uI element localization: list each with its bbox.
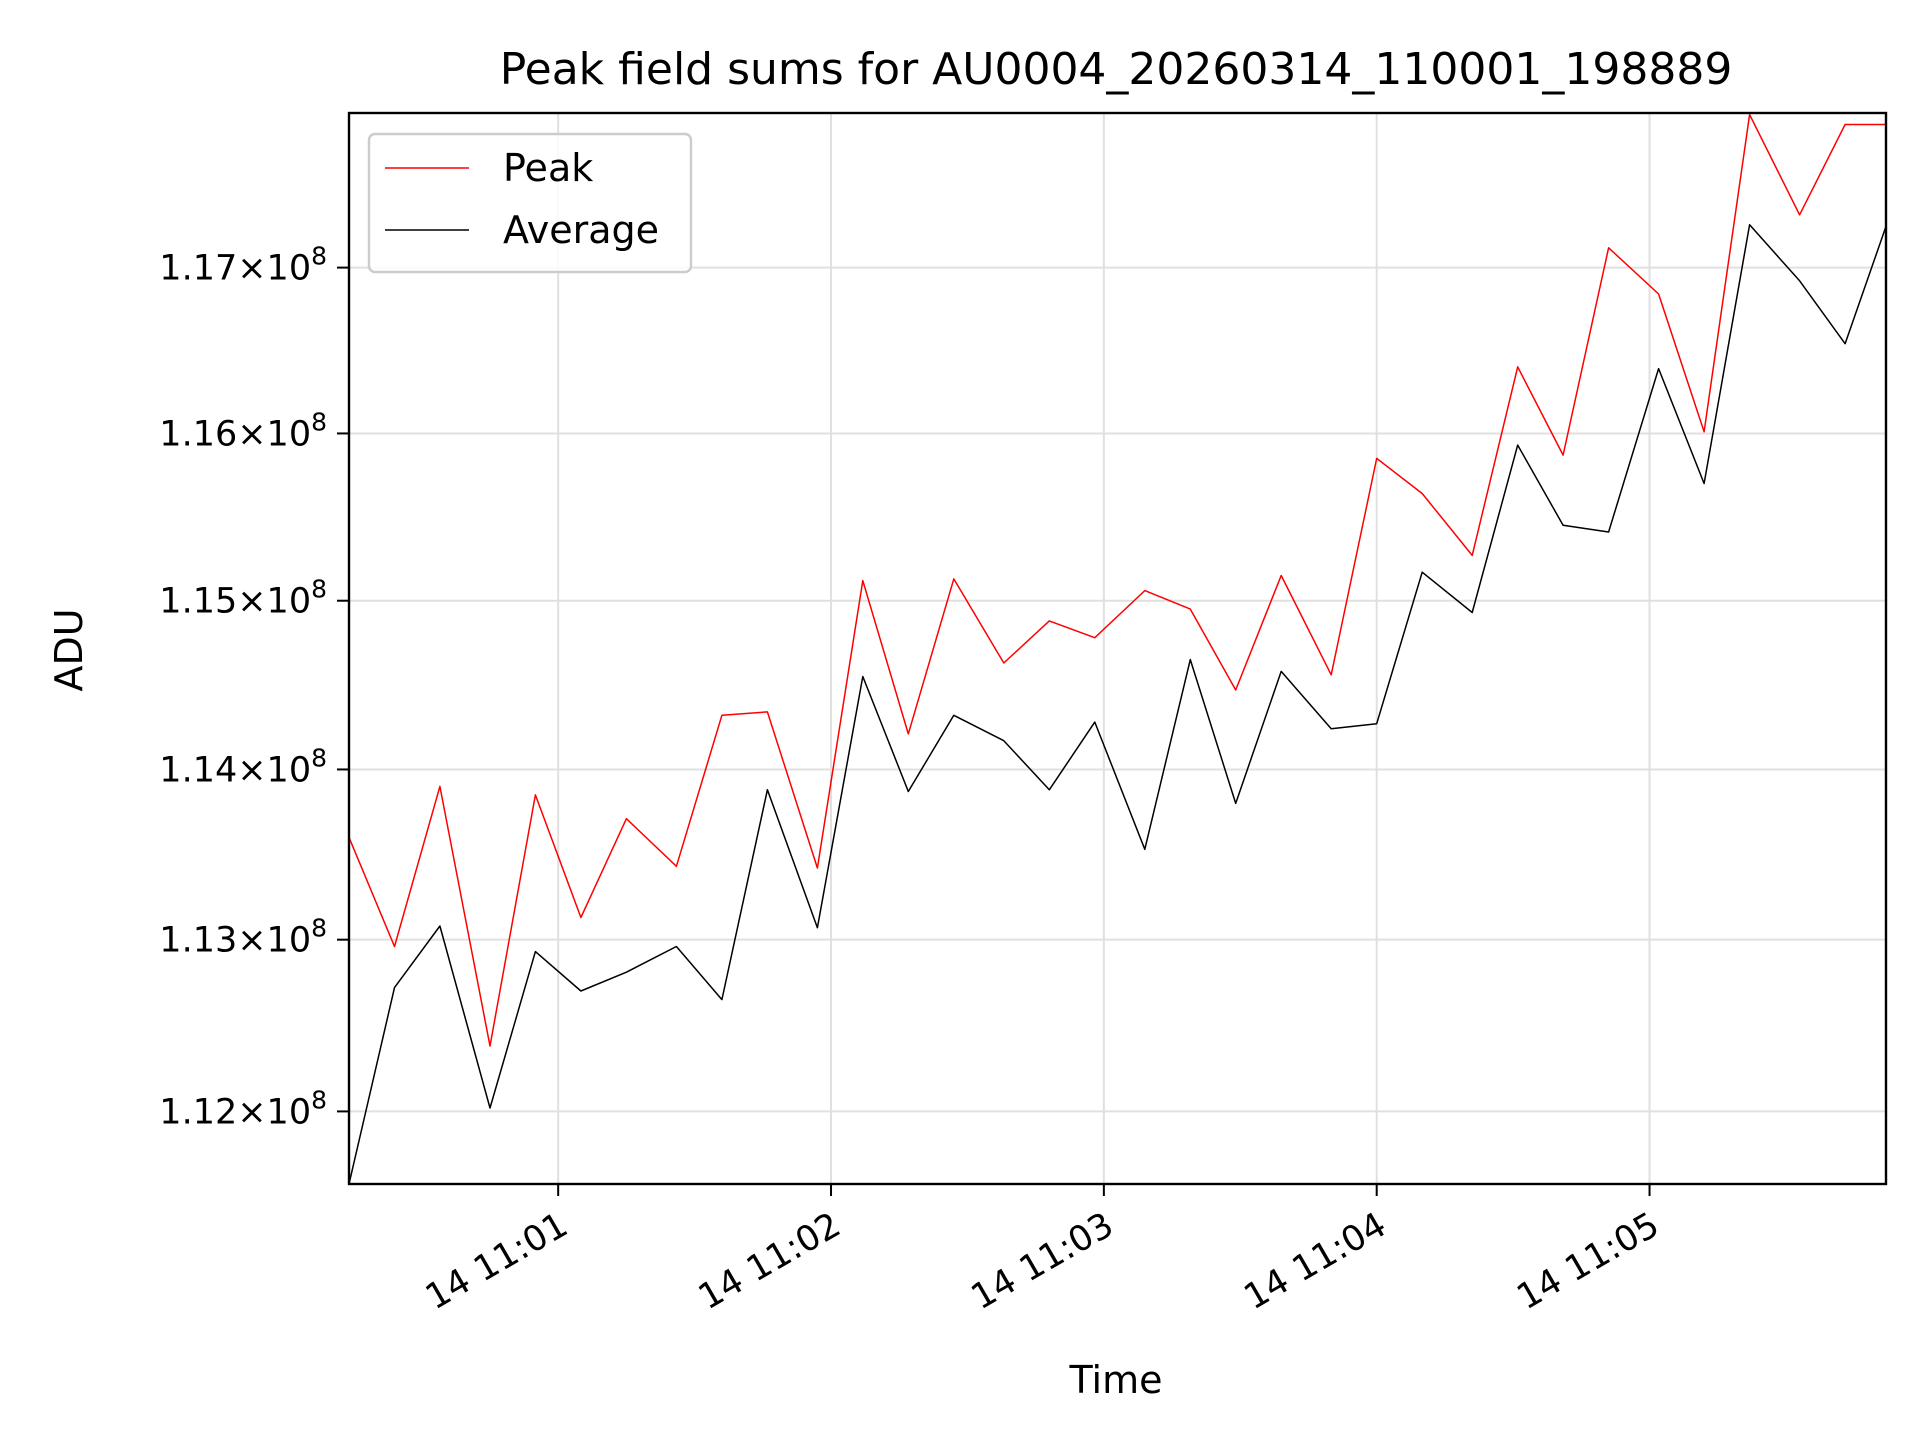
y-tick-label: 1.13×108 xyxy=(159,914,327,961)
series-line-peak xyxy=(349,113,1886,1047)
chart-title: Peak field sums for AU0004_20260314_1100… xyxy=(500,44,1733,95)
y-tick-label: 1.16×108 xyxy=(159,407,327,454)
legend: Peak Average xyxy=(367,132,693,274)
y-axis-label: ADU xyxy=(47,608,91,691)
series-line-average xyxy=(349,223,1886,1184)
series-lines xyxy=(349,113,1886,1184)
x-axis-label: Time xyxy=(1069,1358,1163,1402)
y-tick-label: 1.14×108 xyxy=(159,743,327,790)
plot-frame xyxy=(347,111,1888,1186)
y-tick-label: 1.12×108 xyxy=(159,1085,327,1132)
legend-label-peak: Peak xyxy=(503,146,593,190)
legend-label-average: Average xyxy=(503,208,659,252)
y-tick-label: 1.15×108 xyxy=(159,575,327,622)
y-tick-label: 1.17×108 xyxy=(159,242,327,289)
